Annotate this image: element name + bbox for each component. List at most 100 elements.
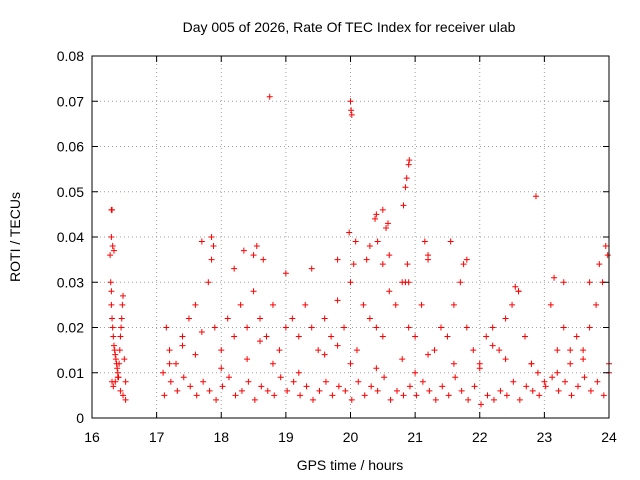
data-point xyxy=(394,387,401,394)
data-point xyxy=(263,333,270,340)
data-point xyxy=(266,93,273,100)
data-point xyxy=(198,329,205,336)
data-point xyxy=(120,392,127,399)
data-point xyxy=(373,211,380,218)
data-point xyxy=(179,342,186,349)
data-point xyxy=(425,351,432,358)
data-point xyxy=(374,387,381,394)
y-tick-label: 0.01 xyxy=(57,365,84,381)
data-point xyxy=(173,360,180,367)
data-point xyxy=(444,333,451,340)
data-point xyxy=(295,333,302,340)
data-point xyxy=(496,347,503,354)
data-point xyxy=(352,238,359,245)
data-point xyxy=(166,360,173,367)
data-point xyxy=(117,333,124,340)
data-point xyxy=(460,261,467,268)
data-point xyxy=(341,324,348,331)
data-point xyxy=(400,392,407,399)
data-point xyxy=(450,360,457,367)
y-tick-label: 0.03 xyxy=(57,274,84,290)
data-point xyxy=(334,342,341,349)
data-point xyxy=(211,324,218,331)
data-point xyxy=(192,301,199,308)
data-point xyxy=(402,184,409,191)
data-point xyxy=(116,347,123,354)
data-point xyxy=(348,396,355,403)
x-tick-label: 23 xyxy=(537,429,553,445)
data-point xyxy=(329,392,336,399)
data-point xyxy=(114,365,121,372)
data-point xyxy=(555,387,562,394)
data-point xyxy=(551,274,558,281)
data-point xyxy=(297,392,304,399)
data-point xyxy=(600,392,607,399)
data-point xyxy=(542,383,549,390)
data-point xyxy=(160,369,167,376)
data-point xyxy=(554,347,561,354)
data-point xyxy=(463,324,470,331)
data-point xyxy=(392,301,399,308)
data-point xyxy=(431,347,438,354)
data-point xyxy=(471,383,478,390)
data-point xyxy=(282,324,289,331)
data-point xyxy=(302,301,309,308)
data-point xyxy=(580,347,587,354)
data-point xyxy=(250,252,257,259)
data-point xyxy=(593,301,600,308)
y-tick-label: 0 xyxy=(76,410,84,426)
data-point xyxy=(502,315,509,322)
data-point xyxy=(109,243,116,250)
data-point xyxy=(379,261,386,268)
data-point xyxy=(167,378,174,385)
data-point xyxy=(470,347,477,354)
data-point xyxy=(322,378,329,385)
data-point xyxy=(497,387,504,394)
data-point xyxy=(321,351,328,358)
data-point xyxy=(121,356,128,363)
data-point xyxy=(457,279,464,286)
y-tick-label: 0.06 xyxy=(57,139,84,155)
x-tick-label: 17 xyxy=(149,429,165,445)
data-point xyxy=(244,324,251,331)
x-tick-label: 18 xyxy=(213,429,229,445)
data-point xyxy=(419,378,426,385)
data-point xyxy=(515,288,522,295)
data-point xyxy=(179,333,186,340)
data-point xyxy=(108,288,115,295)
data-point xyxy=(347,98,354,105)
data-point xyxy=(503,392,510,399)
data-point xyxy=(363,256,370,263)
data-point xyxy=(208,256,215,263)
data-point xyxy=(374,238,381,245)
data-point xyxy=(586,279,593,286)
data-point xyxy=(218,347,225,354)
data-point xyxy=(166,347,173,354)
data-point xyxy=(447,238,454,245)
data-point xyxy=(108,234,115,240)
data-point xyxy=(373,324,380,331)
data-point xyxy=(257,338,264,345)
data-point xyxy=(290,378,297,385)
data-point xyxy=(185,315,192,322)
data-point xyxy=(174,387,181,394)
data-point xyxy=(465,396,472,403)
data-point xyxy=(353,347,360,354)
data-point xyxy=(366,315,373,322)
data-point xyxy=(260,256,267,263)
data-point xyxy=(476,365,483,372)
data-point xyxy=(406,383,413,390)
x-tick-label: 22 xyxy=(472,429,488,445)
data-point xyxy=(602,243,609,250)
data-point xyxy=(450,301,457,308)
x-tick-label: 24 xyxy=(601,429,617,445)
data-point xyxy=(405,279,412,286)
data-point xyxy=(109,206,116,213)
data-point xyxy=(117,387,124,394)
data-point xyxy=(210,243,217,250)
x-tick-label: 20 xyxy=(343,429,359,445)
data-point xyxy=(238,387,245,394)
chart-title: Day 005 of 2026, Rate Of TEC Index for r… xyxy=(183,19,516,35)
data-point xyxy=(372,215,379,222)
data-point xyxy=(412,369,419,376)
